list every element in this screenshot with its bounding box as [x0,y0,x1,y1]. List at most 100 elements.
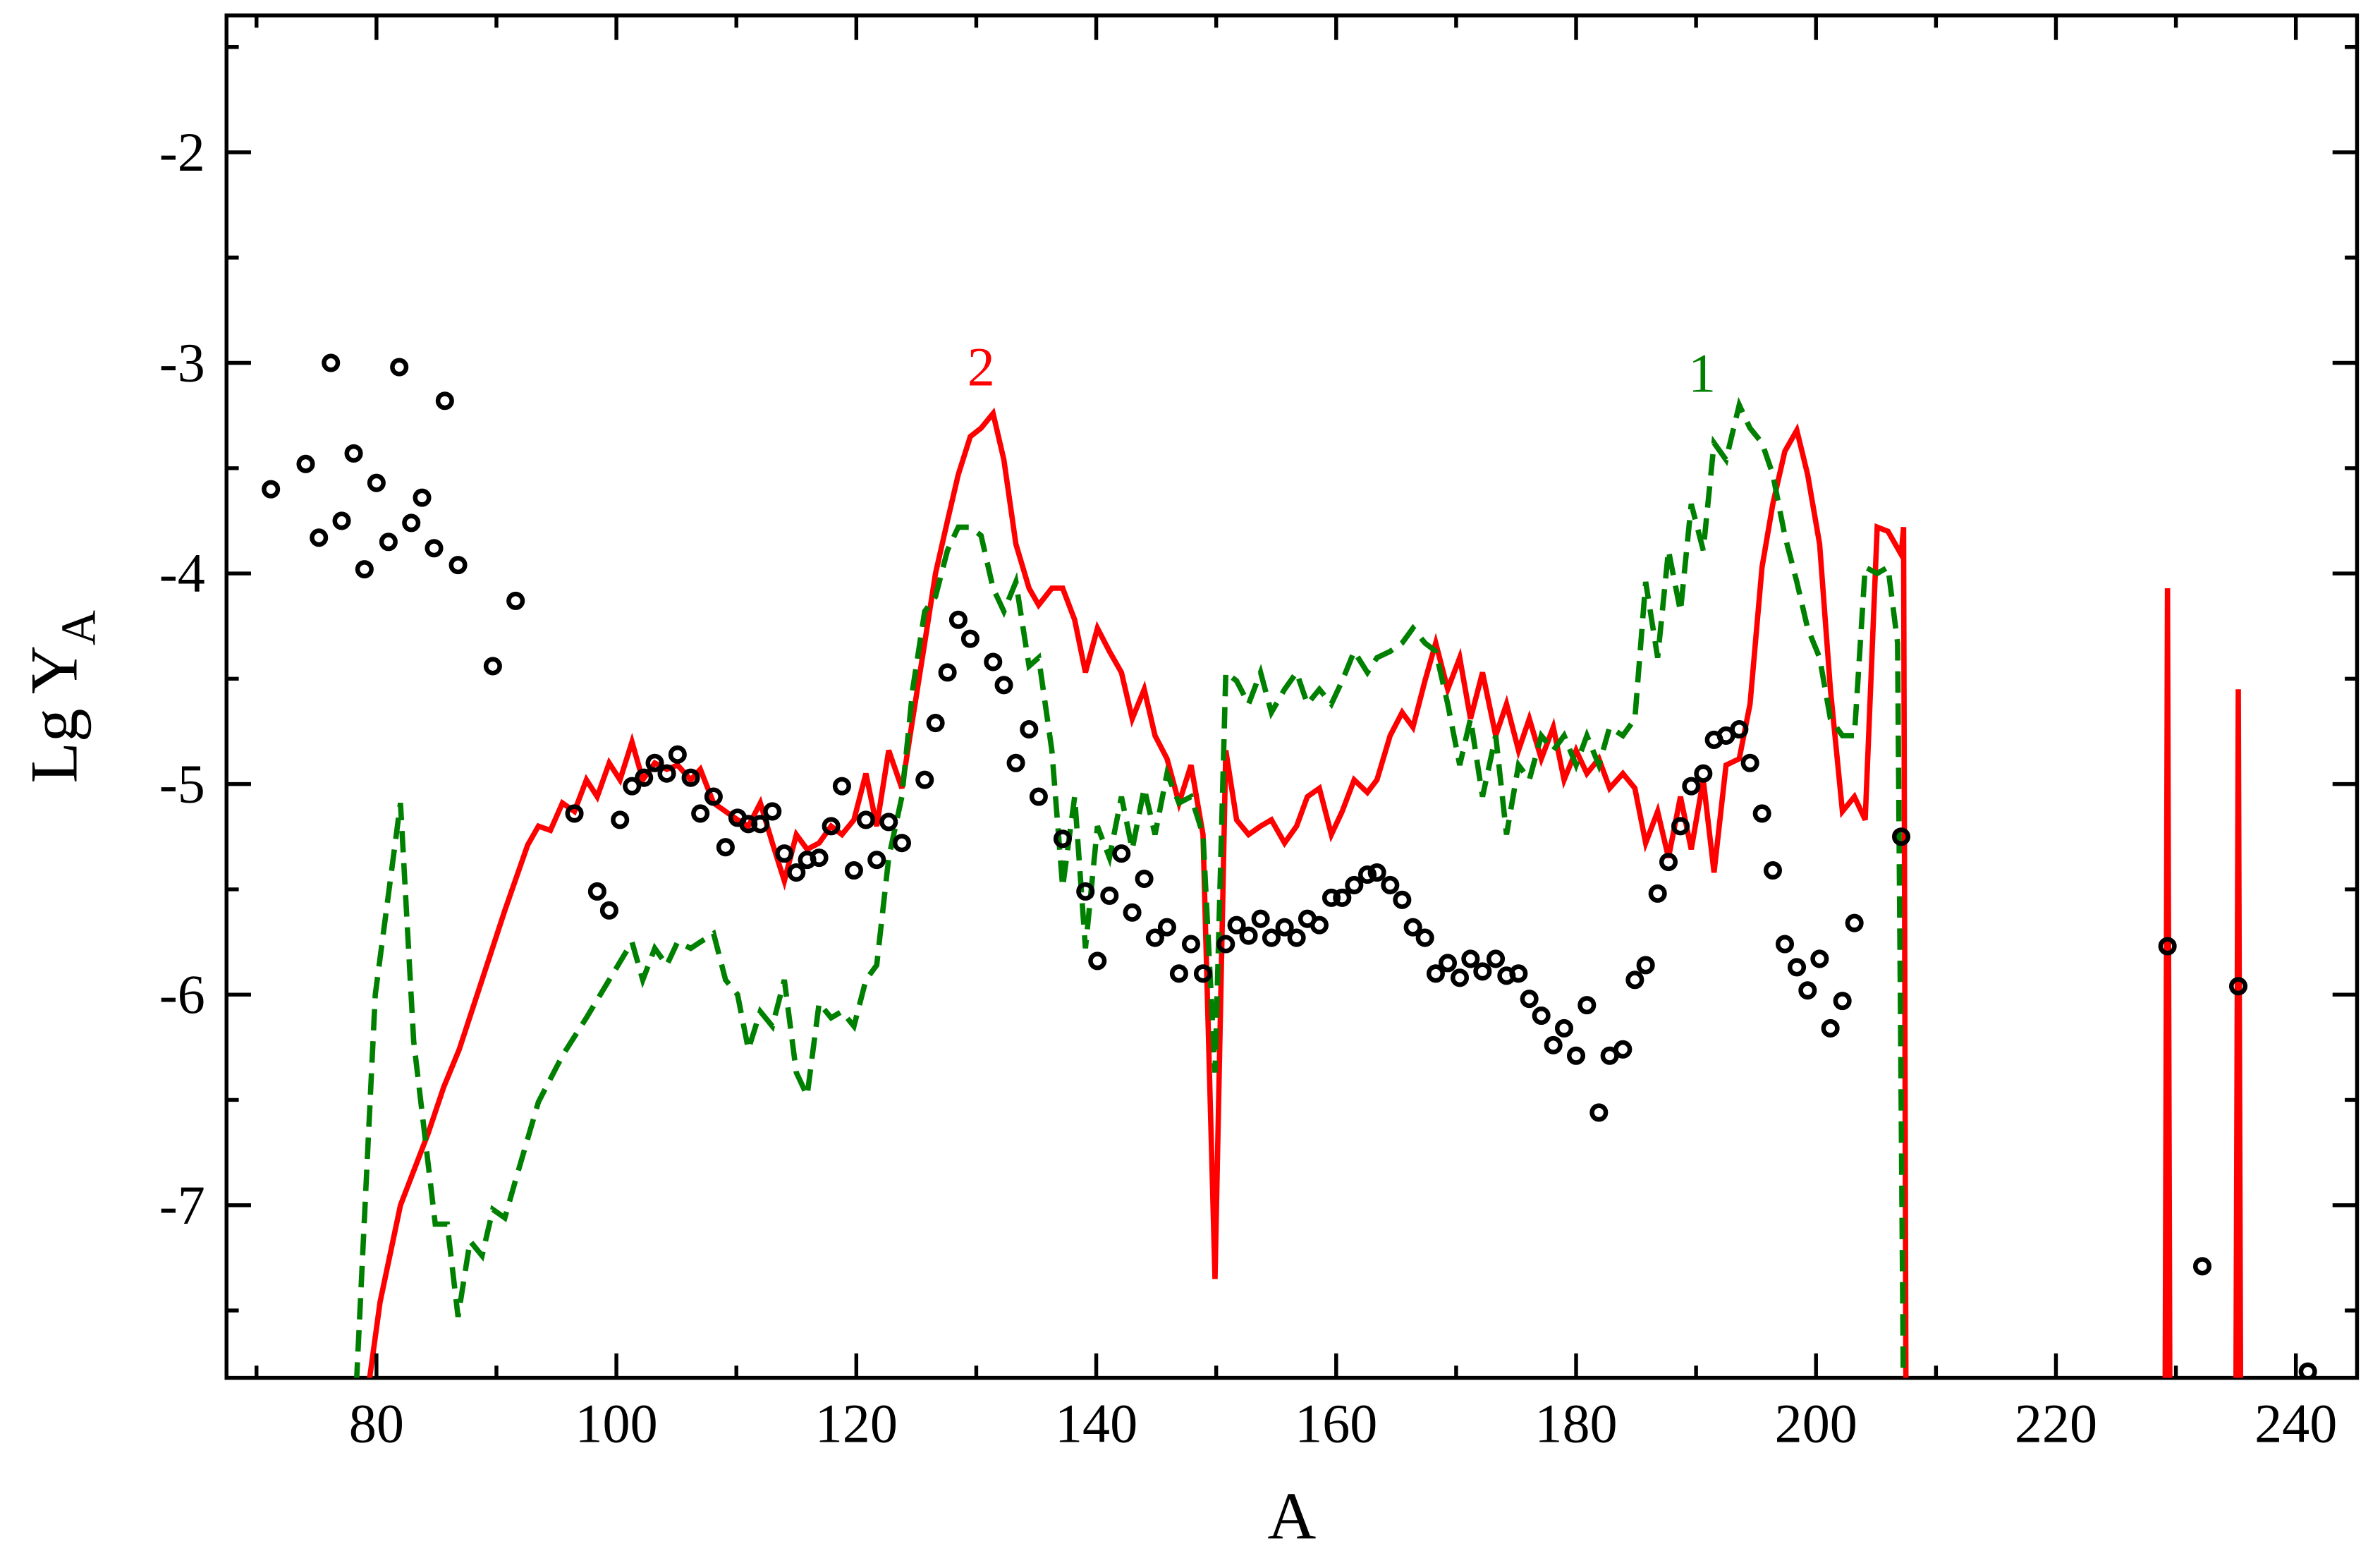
plot-area [262,353,2317,1378]
data-point [1216,935,1235,954]
y-tick-label: -6 [159,963,205,1025]
data-point [565,804,584,823]
data-point [984,652,1003,671]
x-tick-label: 140 [1055,1393,1137,1454]
data-point [1648,884,1667,903]
data-point [1006,753,1025,772]
data-point [1088,951,1107,971]
data-point [425,539,444,558]
data-point [1833,992,1852,1011]
data-point [763,802,782,821]
x-axis-label: A [1267,1478,1316,1551]
data-point [1461,949,1480,968]
data-point [1310,916,1329,935]
data-point [1123,903,1142,922]
y-tick-label: -7 [159,1174,205,1236]
data-point [1415,928,1434,947]
data-point [1029,787,1048,806]
y-axis-label-sub: A [52,610,106,645]
data-point [2192,1257,2212,1276]
data-point [413,488,432,507]
data-point [379,533,398,552]
data-point [787,863,806,882]
annotation: 1 [1688,342,1716,403]
data-point [1345,875,1364,894]
data-point [435,391,454,410]
data-point [506,591,525,610]
data-point [1239,926,1258,945]
data-point [844,861,863,880]
data-point [1100,886,1119,905]
data-point [892,834,911,853]
data-point [1473,962,1492,981]
x-tick-label: 120 [815,1393,898,1454]
data-point [1357,865,1377,884]
data-point [1367,863,1386,882]
data-point [2158,937,2177,956]
x-tick-label: 240 [2254,1393,2337,1454]
data-point [1694,764,1713,783]
x-tick-label: 160 [1295,1393,1377,1454]
data-point [1262,928,1281,947]
data-point [1157,918,1176,937]
data-point [775,844,794,863]
data-point [960,629,980,648]
data-point [1891,827,1911,846]
data-point [262,480,281,499]
data-point [1544,1035,1563,1054]
data-point [1438,954,1458,973]
data-point [1810,949,1829,968]
data-point [681,768,700,787]
y-axis-label: Lg YA [17,610,106,784]
data-point [483,657,502,676]
data-point [1845,913,1864,932]
data-point [1333,888,1352,907]
data-point [322,353,341,372]
data-point [1787,958,1807,977]
data-point [355,560,374,579]
data-point [599,901,618,920]
data-point [832,777,851,796]
data-point [623,777,642,796]
data-point [1775,935,1795,954]
data-point [1227,916,1246,935]
data-point [1682,777,1701,796]
data-point [1020,719,1039,739]
y-tick-label: -3 [159,332,205,394]
data-point [657,764,676,783]
data-point [1112,844,1131,863]
data-point [645,753,664,772]
data-point [751,815,770,834]
data-point [448,556,468,575]
data-point [1625,971,1644,990]
data-point [1287,928,1306,947]
data-point [332,511,351,530]
data-point [1532,1006,1551,1026]
data-point [810,849,829,868]
data-point [1763,861,1783,880]
data-point [716,838,735,857]
data-point [1613,1040,1633,1059]
data-point [994,676,1013,695]
y-tick-label: -5 [159,753,205,815]
data-point [938,663,957,682]
data-point [1403,918,1422,937]
data-point [948,610,968,629]
x-tick-label: 80 [349,1393,404,1454]
data-point [310,528,329,547]
data-point [1798,981,1817,1000]
data-point [1169,964,1188,983]
y-tick-label: -2 [159,121,205,183]
data-point [1520,990,1539,1009]
data-point [1053,829,1072,849]
data-point [1251,909,1270,928]
data-point [1659,853,1678,872]
data-point [668,745,687,764]
data-point [635,768,654,787]
x-tick-label: 180 [1534,1393,1617,1454]
data-point [856,810,875,829]
data-point [879,813,898,832]
data-point [1193,964,1212,983]
data-point [915,770,934,789]
data-point [1487,949,1506,968]
